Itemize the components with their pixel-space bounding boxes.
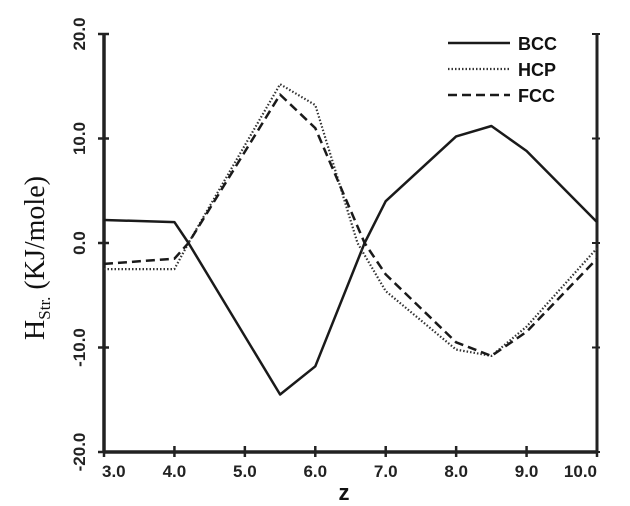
x-tick-label: 4.0 — [163, 462, 187, 481]
x-tick-label: 8.0 — [444, 462, 468, 481]
y-axis-title: HStr. (KJ/mole) — [20, 176, 54, 340]
series-layer — [103, 83, 598, 396]
x-tick-label: 10.0 — [564, 462, 597, 481]
legend-label-fcc: FCC — [518, 86, 555, 106]
series-line-bcc — [103, 124, 598, 396]
y-tick-label: 10.0 — [70, 122, 89, 155]
y-axis-title-rest: (KJ/mole) — [20, 176, 51, 297]
y-tick-label: 0.0 — [70, 231, 89, 255]
series-line-hcp — [104, 83, 598, 357]
x-axis-title: z — [339, 480, 350, 505]
y-tick-label: -20.0 — [70, 433, 89, 472]
legend-label-hcp: HCP — [518, 60, 556, 80]
x-tick-label: 3.0 — [102, 462, 126, 481]
legend-label-bcc: BCC — [518, 34, 557, 54]
y-tick-label: 20.0 — [70, 17, 89, 50]
x-tick-label: 7.0 — [374, 462, 398, 481]
legend: BCC HCP FCC — [448, 34, 557, 106]
y-axis-title-main: H — [20, 320, 51, 340]
y-axis-title-subscript: Str. — [35, 297, 54, 320]
series-line-fcc — [103, 93, 598, 358]
y-tick-label: -10.0 — [70, 328, 89, 367]
x-tick-label: 9.0 — [515, 462, 539, 481]
ticks: 20.0 10.0 0.0 -10.0 -20.0 3.0 4.0 5.0 6.0 7.0 8.0 9… — [70, 17, 600, 481]
x-tick-label: 5.0 — [233, 462, 257, 481]
x-tick-label: 6.0 — [303, 462, 327, 481]
